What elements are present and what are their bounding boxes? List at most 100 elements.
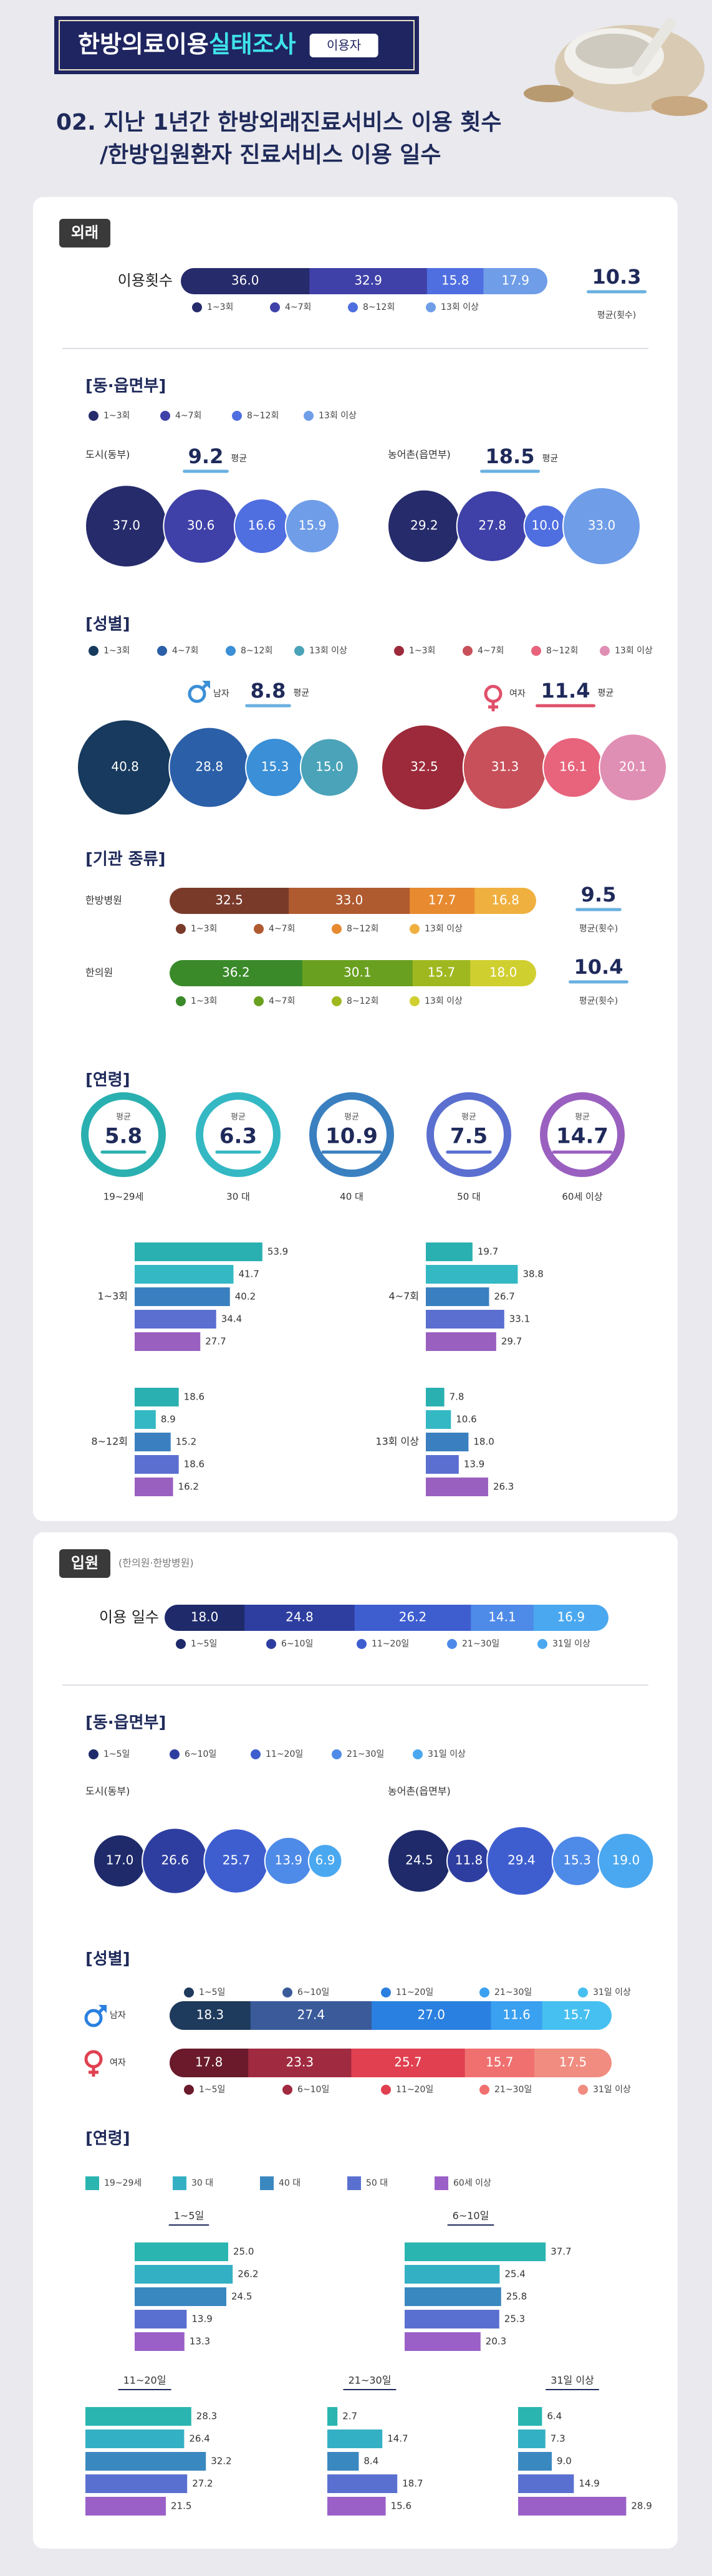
legend-label: 13회 이상 <box>425 996 463 1006</box>
section-tag: 입원 <box>71 1554 99 1572</box>
segment-label: 25.7 <box>394 2055 422 2070</box>
section-tag-box <box>59 1549 110 1578</box>
count-group-label: 1~3회 <box>98 1290 128 1302</box>
age-bar <box>135 2310 187 2328</box>
row-label: 이용횟수 <box>118 272 173 289</box>
bubble-label: 17.0 <box>106 1853 134 1868</box>
bubble-label: 15.9 <box>299 518 327 533</box>
legend-dot <box>192 302 202 312</box>
bubble-label: 15.3 <box>261 759 289 774</box>
badge-box <box>309 34 378 57</box>
age-bar-label: 24.5 <box>231 2291 252 2302</box>
bar-segment <box>542 2001 612 2030</box>
legend-label: 31일 이상 <box>593 1987 631 1997</box>
female-icon <box>484 685 503 711</box>
age-bar <box>135 1433 171 1451</box>
age-bar-label: 29.7 <box>501 1336 522 1347</box>
age-bar <box>426 1242 473 1261</box>
bar-segment <box>464 2049 535 2077</box>
age-bar-label: 2.7 <box>342 2411 357 2422</box>
age-bar <box>405 2265 500 2284</box>
legend-dot <box>463 646 473 656</box>
bar-segment <box>170 888 289 914</box>
legend-label: 8~12회 <box>247 411 279 421</box>
age-bar-label: 18.6 <box>184 1391 204 1403</box>
header-banner: 한방의료이용실태조사 이용자 <box>54 16 419 74</box>
legend-dot <box>184 1987 194 1997</box>
age-bar-label: 8.9 <box>161 1414 176 1425</box>
group-label: 남자 <box>110 2011 126 2021</box>
bubble-label: 6.9 <box>315 1853 335 1868</box>
bubble-label: 30.6 <box>187 518 215 533</box>
group-label: 여자 <box>110 2058 126 2068</box>
age-bar <box>405 2287 501 2306</box>
legend-label: 19~29세 <box>104 2178 142 2188</box>
segment-label: 16.8 <box>491 893 519 908</box>
age-bar-label: 13.9 <box>464 1459 484 1470</box>
legend-dot <box>282 1987 292 1997</box>
bubble-label: 16.6 <box>248 518 276 533</box>
age-bar-label: 13.3 <box>190 2336 210 2347</box>
segment-label: 27.0 <box>417 2007 445 2022</box>
legend-dot <box>479 2085 489 2095</box>
bubble <box>299 738 359 797</box>
legend-dot <box>537 1639 547 1649</box>
age-bar <box>426 1332 496 1351</box>
legend-label: 1~5일 <box>103 1749 130 1759</box>
bubble-label: 15.0 <box>315 759 344 774</box>
legend-dot <box>176 1639 186 1649</box>
age-ring <box>196 1092 281 1177</box>
legend-label: 4~7회 <box>269 924 295 934</box>
legend-label: 4~7회 <box>285 302 311 312</box>
icon-ring <box>84 2009 103 2027</box>
bar-segment <box>170 960 303 986</box>
bar-segment <box>471 1605 534 1631</box>
legend-label: 6~10일 <box>297 1987 329 1997</box>
bubble-label: 33.0 <box>588 518 616 533</box>
age-bar-label: 26.2 <box>238 2269 258 2280</box>
age-bar-label: 16.2 <box>178 1481 199 1492</box>
section-tag: 외래 <box>71 224 99 241</box>
age-bar-label: 38.8 <box>522 1269 543 1280</box>
age-ring <box>426 1092 511 1177</box>
legend-dot <box>89 411 99 421</box>
average-word: 평균 <box>116 1113 131 1122</box>
segment-label: 14.1 <box>488 1610 516 1625</box>
legend-label: 1~3회 <box>103 646 130 656</box>
legend-dot <box>254 996 264 1006</box>
age-bar <box>405 2310 499 2328</box>
heading-line1: 02. 지난 1년간 한방외래진료서비스 이용 횟수 <box>56 110 502 135</box>
age-group-label: 19~29세 <box>103 1191 144 1203</box>
group-label: 도시(동부) <box>85 1785 130 1797</box>
bubble-label: 27.8 <box>478 518 506 533</box>
legend-dot <box>89 646 99 656</box>
age-bar <box>405 2242 546 2261</box>
bubble-label: 26.6 <box>161 1853 189 1868</box>
legend-label: 13회 이상 <box>309 646 347 656</box>
legend-square <box>260 2176 274 2190</box>
age-bar-label: 7.8 <box>450 1391 464 1403</box>
bubble-label: 28.8 <box>195 759 223 774</box>
group-label: 한의원 <box>85 967 113 979</box>
bubble-label: 15.3 <box>563 1853 591 1868</box>
legend-label: 8~12회 <box>347 996 378 1006</box>
legend-dot <box>304 411 314 421</box>
age-group-label: 50 대 <box>457 1191 481 1203</box>
age-bar-label: 34.4 <box>221 1314 242 1325</box>
age-average: 6.3 <box>219 1124 257 1149</box>
age-bar <box>426 1433 469 1451</box>
legend-dot <box>410 996 420 1006</box>
bar-segment <box>483 268 547 294</box>
bar-segment <box>474 888 536 914</box>
average-value: 9.2 <box>188 445 224 468</box>
age-bar <box>135 1310 216 1329</box>
segment-label: 11.6 <box>503 2007 531 2022</box>
age-bar <box>518 2429 546 2448</box>
section-title: [성별] <box>85 615 130 634</box>
legend-label: 8~12회 <box>363 302 395 312</box>
bar-segment <box>351 2049 466 2077</box>
age-bar <box>85 2429 185 2448</box>
day-group-label: 11~20일 <box>123 2375 166 2386</box>
section-title: [연령] <box>85 1071 130 1090</box>
